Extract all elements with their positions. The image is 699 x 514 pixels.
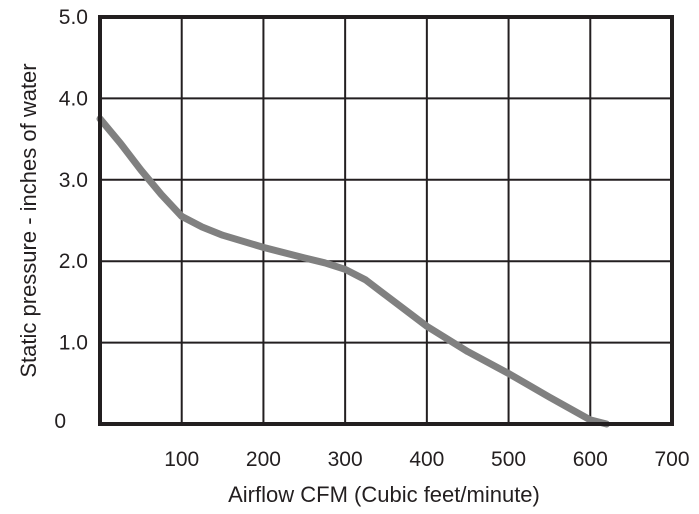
y-tick-label-4.0: 4.0	[59, 87, 88, 110]
gridlines	[100, 17, 672, 424]
x-tick-label-700: 700	[654, 448, 689, 471]
y-tick-labels: 0 1.0 2.0 3.0 4.0 5.0	[54, 6, 88, 433]
y-tick-label-5.0: 5.0	[59, 6, 88, 29]
x-tick-label-300: 300	[328, 448, 363, 471]
x-tick-label-400: 400	[409, 448, 444, 471]
x-tick-label-500: 500	[491, 448, 526, 471]
series-line-airflow-pressure	[96, 115, 611, 428]
y-tick-label-0: 0	[54, 410, 66, 433]
plot-frame	[98, 15, 674, 426]
y-tick-label-3.0: 3.0	[59, 169, 88, 192]
y-tick-label-1.0: 1.0	[59, 332, 88, 355]
x-tick-label-100: 100	[164, 448, 199, 471]
x-tick-label-600: 600	[573, 448, 608, 471]
x-axis-label: Airflow CFM (Cubic feet/minute)	[228, 482, 540, 507]
x-tick-label-200: 200	[246, 448, 281, 471]
y-tick-label-2.0: 2.0	[59, 250, 88, 273]
y-axis-label: Static pressure - inches of water	[16, 63, 41, 377]
x-tick-labels: 100 200 300 400 500 600 700	[164, 448, 689, 471]
